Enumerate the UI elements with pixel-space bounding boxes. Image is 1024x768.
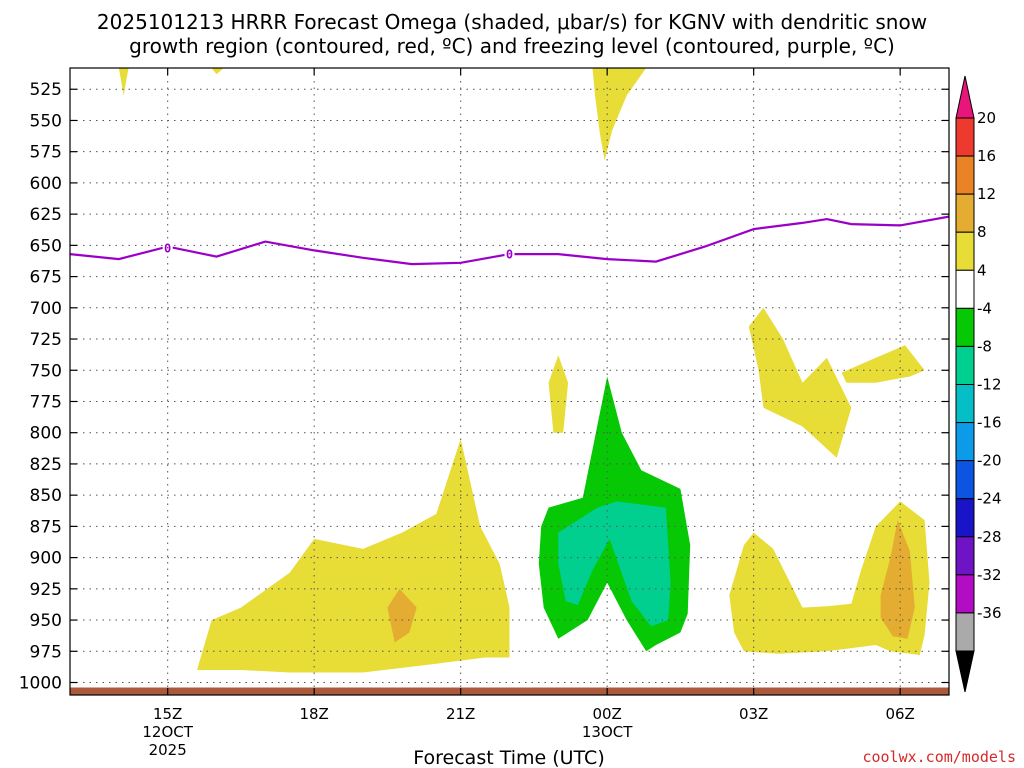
omega-region-2 [592,68,647,161]
colorbar-bottom-arrow [955,650,975,693]
gridlines [70,68,949,695]
colorbar-label: -28 [977,528,1002,546]
colorbar-box [955,460,975,500]
y-tick-label: 625 [30,205,62,225]
omega-shading [70,68,949,695]
y-tick-label: 825 [30,455,62,475]
colorbar-label: 16 [977,147,996,165]
colorbar-box [955,498,975,538]
omega-region-8 [729,501,930,655]
omega-region-9 [880,520,915,639]
colorbar-label: -4 [977,299,992,317]
y-tick-label: 850 [30,486,62,506]
contour-label: 0 [504,247,515,262]
colorbar-box [955,269,975,309]
colorbar-label: -24 [977,490,1002,508]
y-tick-label: 650 [30,236,62,256]
colorbar-box [955,193,975,233]
colorbar-box [955,574,975,614]
plot-frame [69,67,950,696]
colorbar-box [955,307,975,347]
omega-region-6 [748,307,852,458]
colorbar-top-arrow [955,75,975,119]
y-tick-label: 525 [30,80,62,100]
contour-label-text: 0 [506,248,513,262]
x-tick-label: 15Z [153,705,182,723]
omega-region-7 [841,345,925,383]
x-tick-label: 00Z [592,705,621,723]
y-tick-label: 575 [30,143,62,163]
y-tick-label: 700 [30,299,62,319]
omega-region-0 [118,68,129,96]
x-tick-label: 21Z [446,705,475,723]
colorbar-label: -36 [977,604,1002,622]
x-tick-label: 03Z [739,705,768,723]
x-tick-label: 2025 [149,741,187,759]
y-tick-label: 600 [30,174,62,194]
colorbar-box [955,117,975,157]
omega-region-5 [548,355,569,433]
omega-region-11 [558,501,671,627]
colorbar-box [955,422,975,462]
freezing-level-line [70,215,949,266]
omega-region-3 [197,439,510,673]
colorbar-label: -12 [977,376,1002,394]
y-tick-label: 775 [30,392,62,412]
colorbar-label: 12 [977,185,996,203]
colorbar-box [955,155,975,195]
colorbar-label: 8 [977,223,987,241]
omega-region-1 [211,68,224,75]
x-axis-label: Forecast Time (UTC) [413,747,604,768]
colorbar: 20 16 12 8 4 -4 -8 -12 -16 -20 -24 -28 -32 -36 [955,75,1002,693]
y-tick-label: 975 [30,642,62,662]
colorbar-label: 4 [977,261,987,279]
colorbar-box [955,384,975,424]
contour-label: 0 [162,240,173,255]
y-tick-label: 725 [30,330,62,350]
y-tick-label: 675 [30,268,62,288]
colorbar-box [955,345,975,385]
colorbar-label: -32 [977,566,1002,584]
colorbar-label: -20 [977,452,1002,470]
y-tick-label: 925 [30,580,62,600]
colorbar-box [955,612,975,652]
y-tick-label: 1000 [19,674,62,694]
surface-band [70,687,949,695]
y-tick-label: 900 [30,549,62,569]
colorbar-label: 20 [977,109,996,127]
y-tick-label: 875 [30,517,62,537]
y-tick-label: 800 [30,424,62,444]
y-tick-label: 950 [30,611,62,631]
x-tick-label: 06Z [885,705,914,723]
x-tick-label: 18Z [299,705,328,723]
chart-title-line-2: growth region (contoured, red, ºC) and f… [129,34,895,58]
credit-text: coolwx.com/models [862,748,1016,766]
colorbar-box [955,231,975,271]
x-tick-label: 13OCT [582,723,633,741]
colorbar-label: -8 [977,337,992,355]
y-tick-label: 750 [30,361,62,381]
y-tick-label: 550 [30,111,62,131]
x-tick-label: 12OCT [142,723,193,741]
chart-title-line-1: 2025101213 HRRR Forecast Omega (shaded, … [97,10,927,34]
omega-region-4 [387,588,417,643]
y-axis: 525 550 575 600 625 650 675 700 725 750 775 800 825 8… [19,80,949,694]
contour-label-text: 0 [164,241,171,255]
colorbar-box [955,536,975,576]
colorbar-label: -16 [977,414,1002,432]
